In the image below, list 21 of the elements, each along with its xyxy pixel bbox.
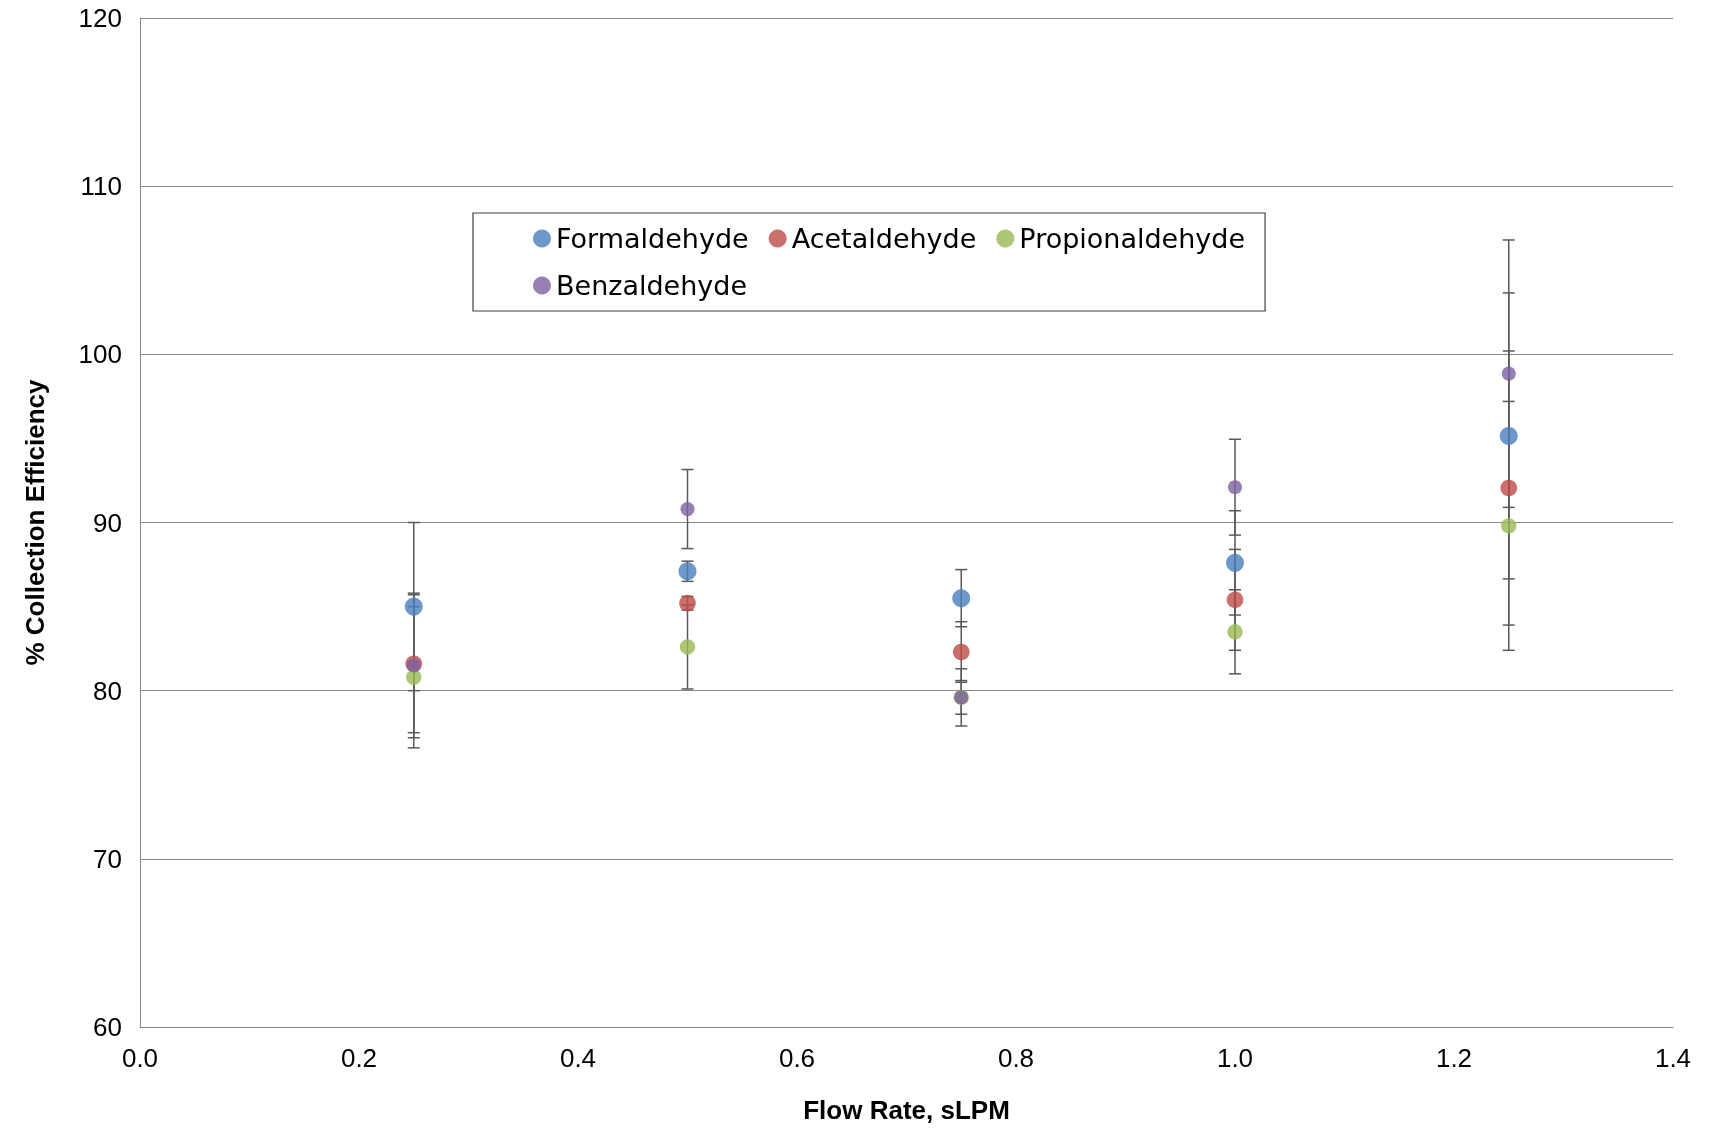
y-tick-label: 110 xyxy=(80,171,122,202)
legend-label: Benzaldehyde xyxy=(556,270,748,301)
y-axis-title: % Collection Efficiency xyxy=(20,378,50,666)
x-tick-label: 0.6 xyxy=(778,1043,816,1073)
y-tick-label: 120 xyxy=(78,3,122,33)
x-tick-label: 1.4 xyxy=(1654,1043,1692,1073)
y-tick-label: 70 xyxy=(93,843,122,874)
x-tick-label: 0.4 xyxy=(559,1043,597,1073)
x-axis-title: Flow Rate, sLPM xyxy=(803,1095,1010,1125)
x-tick-label: 0.0 xyxy=(121,1043,159,1073)
x-tick-label: 0.8 xyxy=(997,1043,1035,1073)
y-tick-label: 80 xyxy=(93,675,122,706)
y-tick-label: 100 xyxy=(78,339,122,370)
x-tick-label: 1.2 xyxy=(1435,1043,1473,1073)
y-tick-label: 90 xyxy=(93,507,122,538)
x-tick-label: 1.0 xyxy=(1216,1043,1254,1073)
x-tick-label: 0.2 xyxy=(340,1043,378,1073)
y-tick-label: 60 xyxy=(93,1012,122,1042)
legend-label: Formaldehyde xyxy=(556,223,749,254)
legend-label: Acetaldehyde xyxy=(791,223,977,254)
legend-label: Propionaldehyde xyxy=(1019,223,1246,254)
